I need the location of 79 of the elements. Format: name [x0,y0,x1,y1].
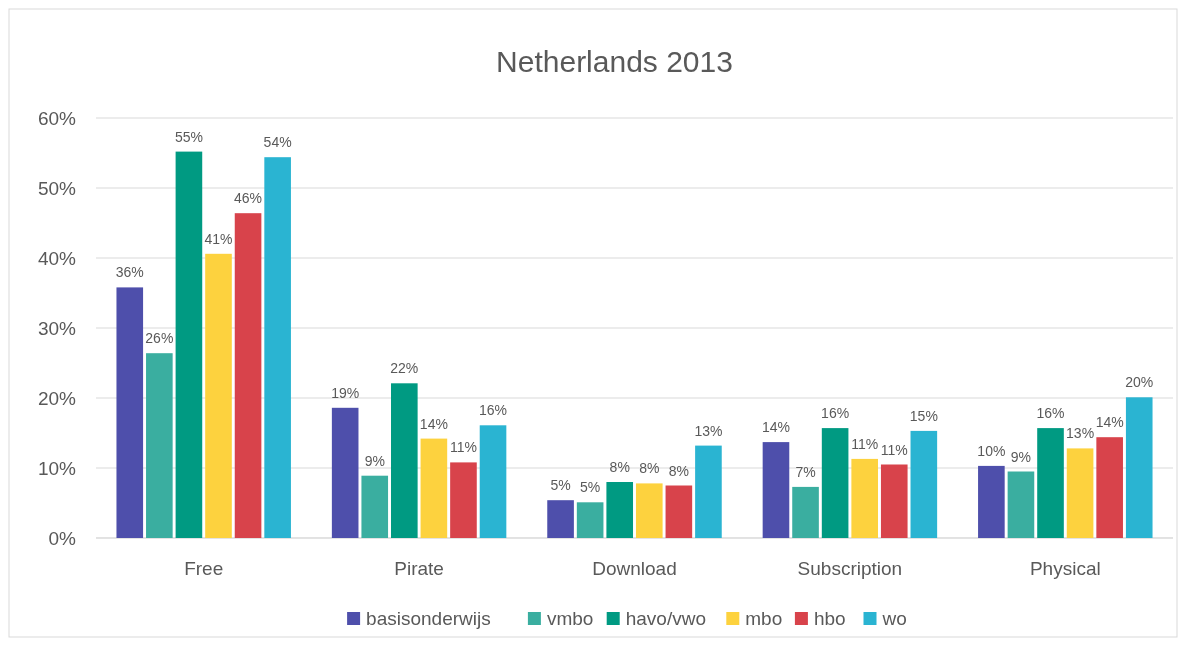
bar [361,475,389,538]
data-label: 9% [364,452,385,469]
x-tick-label: Download [592,558,677,579]
data-label: 46% [234,190,263,207]
data-label: 26% [145,330,174,347]
bar [547,500,574,538]
data-label: 8% [668,462,689,479]
data-label: 36% [115,264,144,281]
bar [606,482,634,538]
bar [116,287,144,538]
bar [635,483,663,538]
data-label: 7% [795,463,816,480]
bar [205,253,232,538]
data-label: 13% [1066,425,1095,442]
bar [821,428,849,538]
legend-label: hbo [813,608,846,629]
y-tick-label: 50% [37,178,77,199]
bar [1037,428,1064,538]
y-tick-label: 40% [37,248,77,269]
bar [695,445,722,538]
data-label: 20% [1125,374,1154,391]
y-tick-label: 30% [37,318,77,339]
y-tick-label: 20% [37,388,77,409]
bar [665,485,693,538]
data-label: 11% [449,439,477,456]
bar [264,157,291,538]
data-label: 8% [639,460,660,477]
bar [331,407,359,538]
bar [1007,471,1035,538]
data-label: 41% [204,230,233,247]
data-label: 14% [761,419,790,436]
data-label: 5% [550,477,571,494]
bar [576,502,604,538]
bar [1125,397,1153,538]
bar [851,458,878,538]
data-label: 19% [331,384,360,401]
y-tick-label: 10% [37,458,77,479]
x-tick-label: Physical [1029,558,1101,579]
x-tick-label: Pirate [394,558,444,579]
x-tick-label: Subscription [797,558,903,579]
data-label: 16% [479,402,508,419]
data-label: 14% [419,415,448,432]
data-label: 13% [694,422,723,439]
y-tick-label: 60% [37,108,77,129]
data-label: 55% [174,128,203,145]
bar [479,425,507,538]
data-label: 11% [851,435,879,452]
bar [910,430,938,538]
data-label: 10% [977,442,1006,459]
data-label: 54% [263,134,292,151]
bar [391,383,418,538]
legend-label: vmbo [546,608,594,629]
data-label: 14% [1095,414,1124,431]
data-label: 16% [1036,405,1065,422]
x-tick-label: Free [184,558,224,579]
bar [978,465,1005,538]
bar [420,438,448,538]
data-label: 11% [880,441,908,458]
data-label: 16% [821,405,850,422]
legend-label: havo/vwo [625,608,706,629]
data-label: 9% [1010,448,1032,465]
bar [234,213,262,538]
data-label: 15% [909,407,938,424]
bar [450,462,477,538]
data-label: 5% [580,479,601,496]
legend-label: basisonderwijs [366,608,491,629]
legend-label: mbo [745,608,783,629]
y-tick-label: 0% [48,528,77,549]
bar [175,151,203,538]
bar [1096,437,1123,538]
legend-label: wo [881,608,907,629]
chart-title: Netherlands 2013 [496,45,733,78]
bar [1066,448,1094,538]
bar [146,353,173,538]
data-label: 22% [390,360,419,377]
bar [762,442,790,538]
bar [880,464,908,538]
data-label: 8% [609,459,630,475]
bar [792,486,819,538]
